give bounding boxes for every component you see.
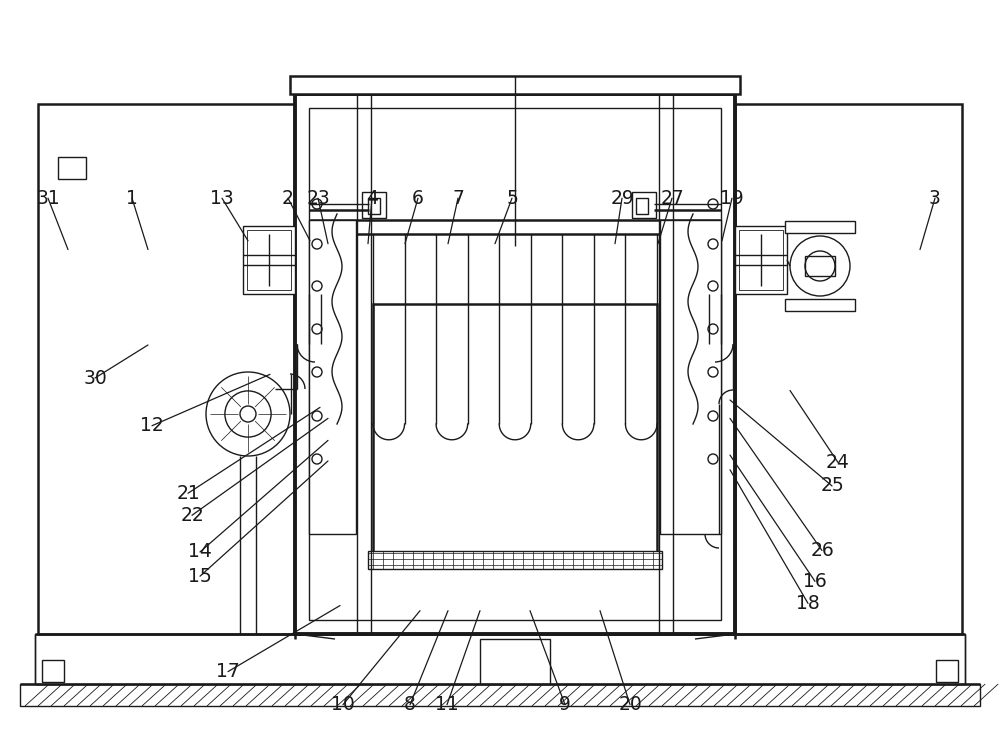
Bar (309, 108, 721, 620)
Text: 4: 4 (366, 189, 378, 208)
Bar (311, 220, 719, 234)
Bar (636, 198, 648, 214)
Bar (368, 551, 662, 569)
Bar (20, 684, 980, 706)
Text: 22: 22 (180, 506, 204, 525)
Bar (42, 660, 64, 682)
Text: 26: 26 (810, 541, 834, 560)
Bar (660, 220, 721, 534)
Bar (739, 230, 783, 290)
Text: 13: 13 (210, 189, 234, 208)
Circle shape (206, 372, 290, 456)
Bar (243, 226, 295, 294)
Text: 29: 29 (610, 189, 634, 208)
Text: 2: 2 (282, 189, 294, 208)
Text: 24: 24 (826, 453, 850, 472)
Text: 31: 31 (36, 189, 60, 208)
Text: 19: 19 (720, 189, 744, 208)
Bar (35, 634, 965, 684)
Text: 10: 10 (331, 695, 355, 714)
Bar (290, 76, 740, 94)
Bar (785, 299, 855, 311)
Text: 17: 17 (216, 662, 240, 681)
Text: 12: 12 (140, 416, 164, 435)
Text: 6: 6 (412, 189, 424, 208)
Bar (480, 639, 550, 684)
Text: 5: 5 (506, 189, 518, 208)
Text: 11: 11 (435, 695, 459, 714)
Text: 1: 1 (126, 189, 138, 208)
Circle shape (790, 236, 850, 296)
Text: 20: 20 (618, 695, 642, 714)
Text: 30: 30 (83, 368, 107, 388)
Bar (936, 660, 958, 682)
Bar (38, 104, 295, 634)
Bar (295, 94, 735, 634)
Text: 23: 23 (306, 189, 330, 208)
Text: 8: 8 (404, 695, 416, 714)
Bar (247, 230, 291, 290)
Text: 9: 9 (559, 695, 571, 714)
Bar (785, 221, 855, 233)
Text: 27: 27 (660, 189, 684, 208)
Bar (735, 104, 962, 634)
Text: 3: 3 (929, 189, 941, 208)
Text: 15: 15 (188, 567, 212, 586)
Bar (632, 192, 656, 218)
Text: 16: 16 (803, 572, 827, 591)
Text: 7: 7 (452, 189, 464, 208)
Bar (362, 192, 386, 218)
Text: 18: 18 (796, 594, 820, 613)
Text: 14: 14 (188, 542, 212, 562)
Bar (368, 198, 380, 214)
Bar (58, 157, 86, 179)
Bar (805, 256, 835, 276)
Text: 25: 25 (820, 476, 844, 495)
Text: 21: 21 (176, 484, 200, 503)
Bar (735, 226, 787, 294)
Bar (373, 304, 657, 559)
Bar (309, 220, 356, 534)
